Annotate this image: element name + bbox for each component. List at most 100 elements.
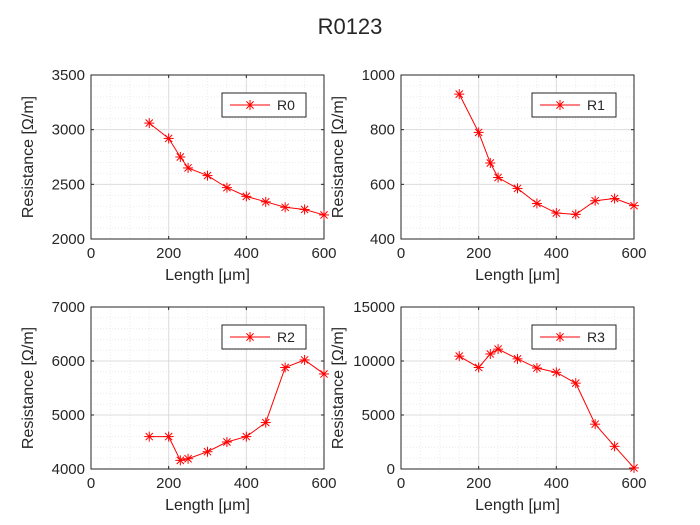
data-point [299,354,310,365]
x-tick-label: 0 [87,245,95,262]
data-point [144,118,155,129]
data-point [551,367,562,378]
data-point [512,353,523,364]
data-point [319,368,329,379]
data-point [241,191,252,202]
y-axis-label: Resistance [Ω/m] [20,327,37,449]
data-point [609,441,620,452]
data-point [531,363,542,374]
data-point [144,431,155,442]
data-point [280,202,291,213]
y-tick-label: 600 [370,176,395,193]
x-tick-label: 200 [156,475,181,492]
data-point [493,344,504,355]
legend-marker [245,332,255,342]
axes-frame [400,306,635,470]
data-point [629,200,639,211]
data-point [221,437,232,447]
x-tick-label: 0 [87,475,95,492]
y-tick-label: 5000 [362,407,395,424]
y-tick-label: 2500 [52,176,85,193]
data-point [609,193,620,204]
data-point [221,182,232,193]
axes-frame [90,306,325,470]
legend-label: R2 [277,329,295,345]
data-point [590,419,601,430]
y-tick-label: 1000 [362,67,395,84]
data-point [299,204,310,215]
subplot-1: 0 200 400 600 400 600 800 1000 Length [μm] Resist… [330,67,647,284]
x-tick-label: 400 [234,245,259,262]
y-tick-label: 0 [387,461,395,478]
y-tick-label: 3000 [52,122,85,139]
legend: R0 [221,92,307,118]
y-tick-label: 7000 [52,299,85,316]
data-point [175,152,186,162]
x-axis-label: Length [μm] [475,497,560,514]
legend-label: R1 [587,97,605,113]
y-tick-label: 10000 [353,353,395,370]
y-axis-label: Resistance [Ω/m] [330,96,347,218]
y-axis-label: Resistance [Ω/m] [20,96,37,218]
legend-label: R0 [277,97,295,113]
y-tick-label: 6000 [52,353,85,370]
subplot-0: 0 200 400 600 2000 2500 3000 3500 Length [μm] Res… [20,67,337,284]
data-point [629,462,639,473]
x-tick-label: 200 [466,475,491,492]
data-point [175,455,186,466]
data-point [485,158,496,169]
y-tick-label: 5000 [52,407,85,424]
x-tick-label: 600 [311,475,336,492]
legend-label: R3 [587,329,605,345]
y-tick-label: 15000 [353,299,395,316]
data-point [280,362,291,373]
x-tick-label: 0 [397,475,405,492]
y-tick-label: 400 [370,231,395,248]
data-point [473,127,484,138]
data-point [241,431,252,442]
subplot-2: 0 200 400 600 4000 5000 6000 7000 Length [μm] Res… [20,299,337,514]
data-point [202,170,213,181]
x-axis-label: Length [μm] [475,267,560,284]
subplot-3: 0 200 400 600 0 5000 10000 15000 Length [μm] Resi… [330,299,647,514]
x-tick-label: 200 [156,245,181,262]
data-point [590,195,601,206]
data-point [512,183,523,194]
legend-marker [245,100,255,110]
x-tick-label: 400 [544,245,569,262]
legend-marker [555,332,565,342]
x-axis-label: Length [μm] [165,267,250,284]
data-point [319,209,329,220]
data-point [531,198,542,209]
y-tick-label: 3500 [52,67,85,84]
x-axis-label: Length [μm] [165,497,250,514]
x-tick-label: 0 [397,245,405,262]
legend-marker [555,100,565,110]
legend: R2 [221,324,307,350]
figure-title: R0123 [318,14,383,39]
data-point [183,453,194,464]
data-point [485,348,496,359]
y-tick-label: 4000 [52,461,85,478]
data-point [493,172,504,183]
data-point [454,351,465,362]
data-point [570,378,581,389]
data-point [570,209,581,220]
x-tick-label: 200 [466,245,491,262]
y-tick-label: 800 [370,122,395,139]
y-tick-label: 2000 [52,231,85,248]
legend: R3 [531,324,617,350]
data-point [551,208,562,219]
x-tick-label: 600 [621,475,646,492]
data-point [202,446,213,457]
x-tick-label: 400 [544,475,569,492]
axes-frame [90,74,325,240]
data-point [260,417,271,428]
x-tick-label: 400 [234,475,259,492]
data-point [260,196,271,207]
axes-frame [400,74,635,240]
x-tick-label: 600 [621,245,646,262]
data-point [163,431,174,442]
